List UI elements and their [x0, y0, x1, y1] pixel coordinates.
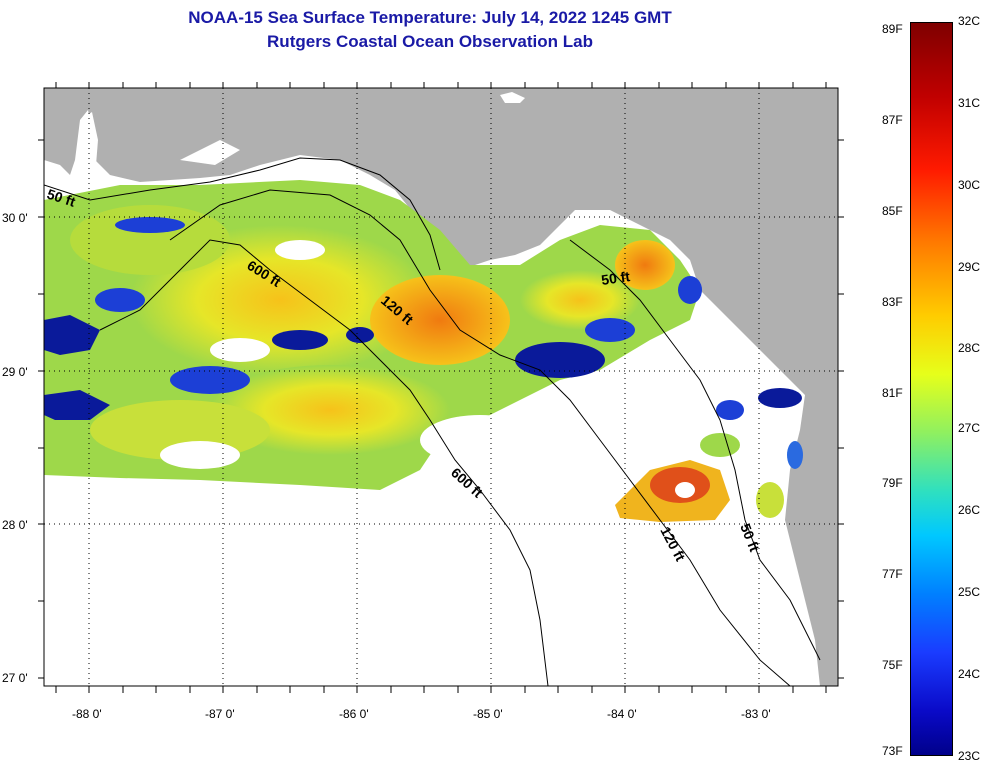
lat-label: 28 0'	[2, 518, 28, 532]
sst-patch	[370, 275, 510, 365]
colorbar-f-label: 75F	[882, 658, 903, 672]
colorbar-f-label: 77F	[882, 567, 903, 581]
sst-patch	[756, 482, 784, 518]
sst-patch	[272, 330, 328, 350]
colorbar-c-label: 24C	[958, 667, 981, 681]
lon-label: -83 0'	[741, 707, 771, 721]
contour-label: 50 ft	[600, 268, 631, 288]
bay-shape	[180, 140, 240, 165]
cloud-gap	[675, 482, 695, 498]
sst-patch	[44, 390, 110, 420]
island-shape	[500, 92, 525, 103]
colorbar-c-label: 28C	[958, 341, 981, 355]
colorbar	[910, 22, 953, 756]
lat-label: 27 0'	[2, 671, 28, 685]
land-mass	[44, 88, 838, 686]
lon-label: -85 0'	[473, 707, 503, 721]
sst-patch	[95, 288, 145, 312]
cloud-gap	[275, 240, 325, 260]
colorbar-c-label: 32C	[958, 14, 981, 28]
colorbar-c-label: 30C	[958, 178, 981, 192]
colorbar-f-label: 79F	[882, 476, 903, 490]
lon-label: -84 0'	[607, 707, 637, 721]
sst-patch	[716, 400, 744, 420]
colorbar-c-label: 23C	[958, 749, 981, 763]
cloud-gap	[420, 415, 540, 465]
sst-patch	[170, 366, 250, 394]
colorbar-f-label: 83F	[882, 295, 903, 309]
sst-patch	[115, 217, 185, 233]
contour-line-50ft	[569, 239, 821, 661]
colorbar-f-label: 89F	[882, 22, 903, 36]
colorbar-c-label: 29C	[958, 260, 981, 274]
map-title: NOAA-15 Sea Surface Temperature: July 14…	[188, 8, 672, 27]
contour-line-120ft	[169, 189, 791, 686]
map-subtitle: Rutgers Coastal Ocean Observation Lab	[267, 32, 593, 51]
contour-line-600ft	[99, 239, 549, 686]
contour-line-50ft	[44, 157, 441, 271]
sst-patch	[678, 276, 702, 304]
sst-patch	[515, 342, 605, 378]
colorbar-f-label: 73F	[882, 744, 903, 758]
colorbar-c-label: 25C	[958, 585, 981, 599]
lat-label: 30 0'	[2, 211, 28, 225]
lat-label: 29 0'	[2, 365, 28, 379]
lon-label: -88 0'	[72, 707, 102, 721]
lon-label: -86 0'	[339, 707, 369, 721]
sst-patch	[346, 327, 374, 343]
sst-patch	[520, 270, 640, 330]
colorbar-f-label: 87F	[882, 113, 903, 127]
sst-patch	[44, 315, 100, 355]
sst-patch	[700, 433, 740, 457]
colorbar-c-label: 27C	[958, 421, 981, 435]
colorbar-f-label: 85F	[882, 204, 903, 218]
lon-label: -87 0'	[205, 707, 235, 721]
colorbar-c-label: 31C	[958, 96, 981, 110]
cloud-gap	[160, 441, 240, 469]
sst-patch	[70, 205, 230, 275]
sst-patch	[758, 388, 802, 408]
colorbar-c-label: 26C	[958, 503, 981, 517]
axis-ticks	[38, 82, 844, 693]
sst-patch	[787, 441, 803, 469]
sst-patch	[615, 240, 675, 290]
bay-shape	[80, 112, 98, 170]
map-frame	[43, 87, 839, 687]
sst-patch	[585, 318, 635, 342]
colorbar-f-label: 81F	[882, 386, 903, 400]
cloud-gap	[210, 338, 270, 362]
sst-patch	[210, 365, 450, 455]
